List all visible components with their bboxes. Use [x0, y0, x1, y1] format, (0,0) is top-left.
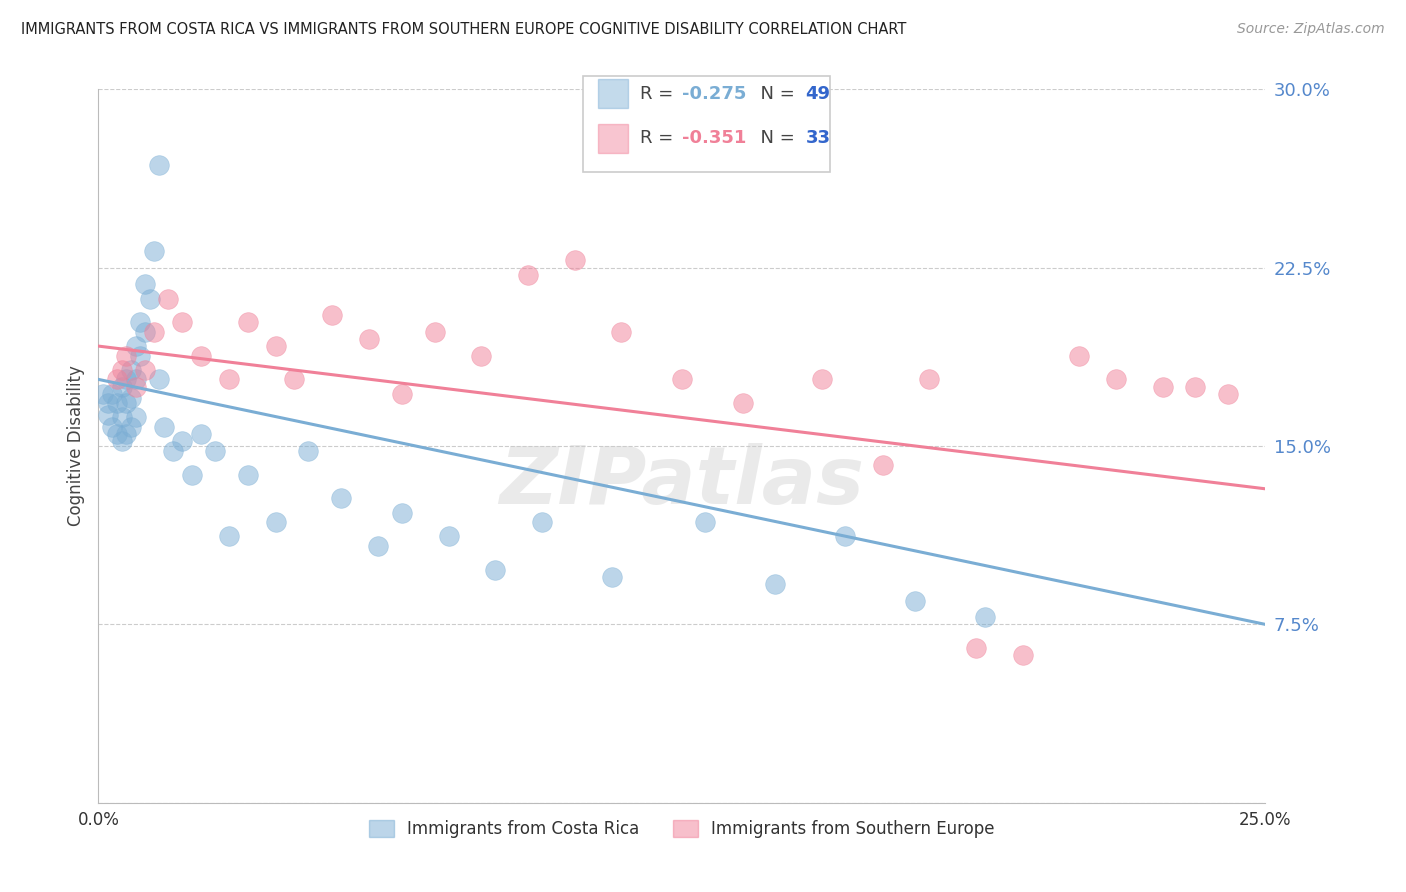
Point — [731, 396, 754, 410]
Point — [872, 458, 894, 472]
Point — [264, 339, 287, 353]
Point — [101, 420, 124, 434]
Point — [157, 292, 180, 306]
Point — [264, 515, 287, 529]
Text: N =: N = — [749, 85, 801, 103]
Point — [1184, 379, 1206, 393]
Point — [763, 577, 786, 591]
Point — [437, 529, 460, 543]
Point — [564, 253, 586, 268]
Point — [236, 467, 259, 482]
Point — [391, 506, 413, 520]
Point — [120, 392, 142, 406]
Point — [610, 325, 633, 339]
Point — [391, 386, 413, 401]
Point — [297, 443, 319, 458]
Point — [904, 593, 927, 607]
Point — [105, 427, 128, 442]
Point — [120, 420, 142, 434]
Point — [172, 315, 194, 329]
Point — [423, 325, 446, 339]
Point — [190, 427, 212, 442]
Point — [236, 315, 259, 329]
Text: IMMIGRANTS FROM COSTA RICA VS IMMIGRANTS FROM SOUTHERN EUROPE COGNITIVE DISABILI: IMMIGRANTS FROM COSTA RICA VS IMMIGRANTS… — [21, 22, 907, 37]
Text: 49: 49 — [806, 85, 831, 103]
Point — [134, 325, 156, 339]
Point — [190, 349, 212, 363]
Point — [218, 372, 240, 386]
Point — [918, 372, 941, 386]
Point — [111, 379, 134, 393]
Point — [115, 427, 138, 442]
Point — [671, 372, 693, 386]
Point — [516, 268, 538, 282]
Point — [204, 443, 226, 458]
Point — [974, 610, 997, 624]
Point — [143, 244, 166, 258]
Point — [134, 277, 156, 292]
Point — [125, 339, 148, 353]
Text: R =: R = — [640, 85, 679, 103]
Point — [111, 363, 134, 377]
Point — [811, 372, 834, 386]
Point — [125, 379, 148, 393]
Point — [115, 396, 138, 410]
Text: N =: N = — [749, 129, 801, 147]
Point — [1067, 349, 1090, 363]
Point — [180, 467, 202, 482]
Point — [105, 396, 128, 410]
Point — [834, 529, 856, 543]
Point — [129, 349, 152, 363]
Point — [129, 315, 152, 329]
Point — [367, 539, 389, 553]
Point — [218, 529, 240, 543]
Point — [1011, 648, 1033, 663]
Legend: Immigrants from Costa Rica, Immigrants from Southern Europe: Immigrants from Costa Rica, Immigrants f… — [363, 813, 1001, 845]
Point — [115, 372, 138, 386]
Point — [115, 349, 138, 363]
Point — [965, 641, 987, 656]
Point — [359, 332, 381, 346]
Point — [111, 434, 134, 449]
Text: -0.275: -0.275 — [682, 85, 747, 103]
Point — [97, 408, 120, 422]
Point — [695, 515, 717, 529]
Point — [120, 363, 142, 377]
Point — [484, 563, 506, 577]
Point — [530, 515, 553, 529]
Point — [125, 372, 148, 386]
Point — [1152, 379, 1174, 393]
Point — [143, 325, 166, 339]
Point — [105, 372, 128, 386]
Text: 33: 33 — [806, 129, 831, 147]
Text: Source: ZipAtlas.com: Source: ZipAtlas.com — [1237, 22, 1385, 37]
Point — [91, 386, 114, 401]
Point — [1105, 372, 1128, 386]
Point — [148, 372, 170, 386]
Point — [470, 349, 492, 363]
Text: R =: R = — [640, 129, 679, 147]
Point — [97, 396, 120, 410]
Text: ZIPatlas: ZIPatlas — [499, 442, 865, 521]
Point — [134, 363, 156, 377]
Point — [172, 434, 194, 449]
Y-axis label: Cognitive Disability: Cognitive Disability — [66, 366, 84, 526]
Point — [1216, 386, 1239, 401]
Point — [330, 491, 353, 506]
Text: -0.351: -0.351 — [682, 129, 747, 147]
Point — [600, 570, 623, 584]
Point — [111, 410, 134, 425]
Point — [125, 410, 148, 425]
Point — [283, 372, 305, 386]
Point — [152, 420, 174, 434]
Point — [139, 292, 162, 306]
Point — [101, 386, 124, 401]
Point — [162, 443, 184, 458]
Point — [148, 158, 170, 172]
Point — [321, 308, 343, 322]
